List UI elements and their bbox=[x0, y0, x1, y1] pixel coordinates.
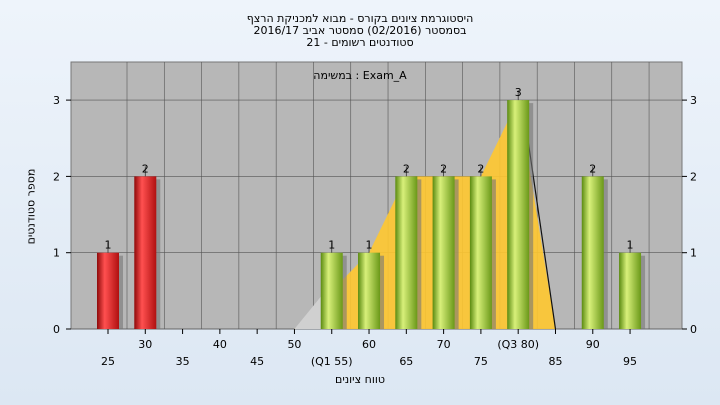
y-tick-label-left: 0 bbox=[53, 323, 60, 336]
x-tick-label: 95 bbox=[623, 355, 637, 368]
x-tick-label: 60 bbox=[362, 338, 376, 351]
y-tick-label-right: 2 bbox=[690, 170, 697, 183]
task-annotation: במשימה : Exam_A bbox=[313, 69, 407, 82]
bar bbox=[469, 176, 492, 329]
bar-value-label: 1 bbox=[366, 239, 373, 252]
y-tick-label-right: 1 bbox=[690, 247, 697, 260]
bar-value-label: 3 bbox=[515, 86, 522, 99]
bar bbox=[395, 176, 418, 329]
bar-value-label: 2 bbox=[142, 162, 149, 175]
chart-title: היסטוגרמת ציונים בקורס - מבוא למכניקת הר… bbox=[246, 12, 474, 25]
x-tick-label: 90 bbox=[586, 338, 600, 351]
bar-value-label: 2 bbox=[440, 162, 447, 175]
bar bbox=[134, 176, 157, 329]
chart-subtitle-2: סטודנטים רשומים - 21 bbox=[306, 36, 414, 49]
y-tick-label-right: 3 bbox=[690, 94, 697, 107]
bar bbox=[581, 176, 604, 329]
y-tick-label-left: 2 bbox=[53, 170, 60, 183]
bar-value-label: 2 bbox=[403, 162, 410, 175]
y-tick-label-right: 0 bbox=[690, 323, 697, 336]
x-tick-label: 40 bbox=[213, 338, 227, 351]
bar bbox=[432, 176, 455, 329]
bar bbox=[507, 100, 530, 329]
x-tick-label: 75 bbox=[474, 355, 488, 368]
bar bbox=[97, 252, 119, 329]
x-tick-label: 30 bbox=[138, 338, 152, 351]
x-tick-label: 65 bbox=[399, 355, 413, 368]
bar-value-label: 2 bbox=[589, 162, 596, 175]
y-axis-label: מספר סטודנטים bbox=[24, 168, 38, 245]
bar bbox=[619, 252, 642, 329]
x-tick-label: (Q1 55) bbox=[311, 355, 353, 368]
bar-value-label: 1 bbox=[328, 239, 335, 252]
x-tick-label: 70 bbox=[437, 338, 451, 351]
chart-subtitle: בסמסטר (02/2016) סמסטר אביב 2016/17 bbox=[253, 24, 467, 37]
bar bbox=[358, 252, 381, 329]
y-tick-label-left: 3 bbox=[53, 94, 60, 107]
bar-value-label: 1 bbox=[105, 239, 112, 252]
x-tick-label: 85 bbox=[548, 355, 562, 368]
x-tick-label: 35 bbox=[176, 355, 190, 368]
x-tick-label: 45 bbox=[250, 355, 264, 368]
bar-value-label: 1 bbox=[627, 239, 634, 252]
x-tick-label: 25 bbox=[101, 355, 115, 368]
x-tick-label: (Q3 80) bbox=[497, 338, 539, 351]
bar bbox=[320, 252, 343, 329]
x-tick-label: 50 bbox=[287, 338, 301, 351]
bar-value-label: 2 bbox=[477, 162, 484, 175]
x-axis-label: טווח ציונים bbox=[335, 373, 385, 386]
y-tick-label-left: 1 bbox=[53, 247, 60, 260]
